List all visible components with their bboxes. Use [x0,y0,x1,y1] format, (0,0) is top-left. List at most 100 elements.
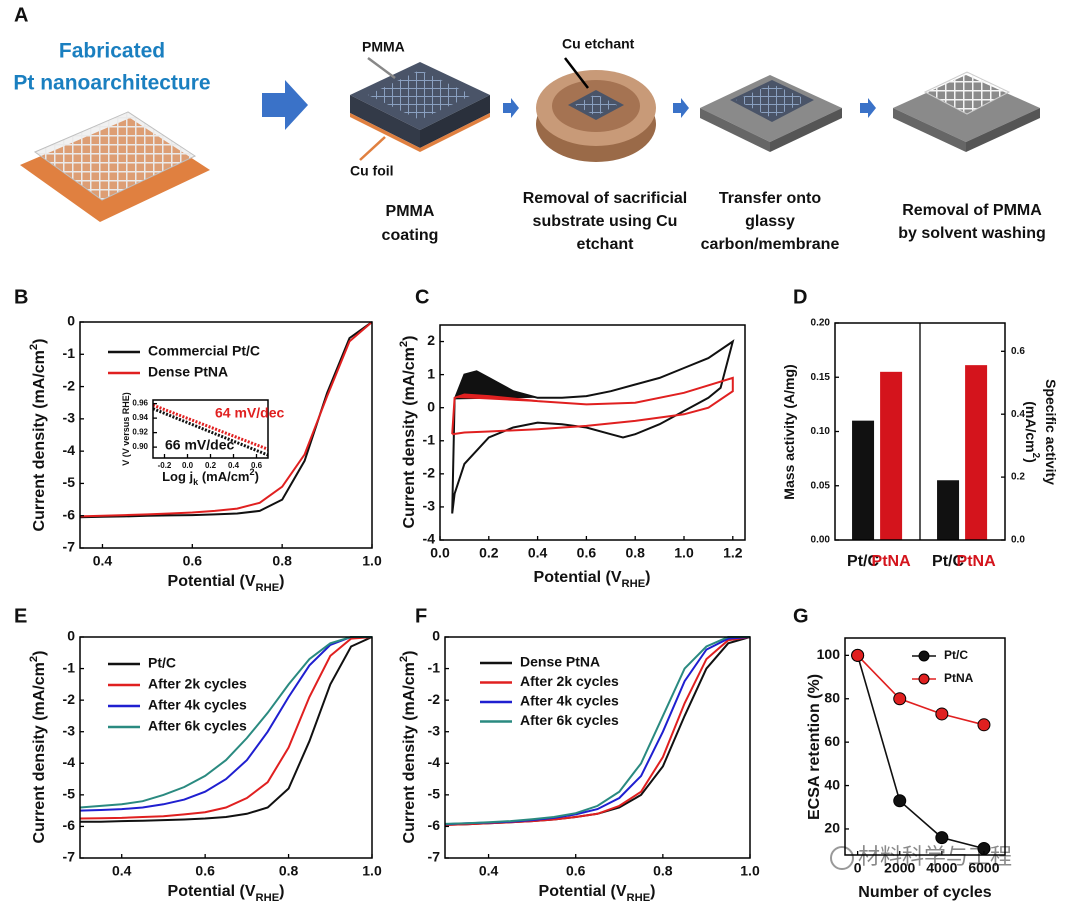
data-line [451,376,734,436]
y-tick-label: -4 [63,754,76,770]
data-line [152,403,269,451]
panel-label: G [793,605,809,627]
x-tick-label: -0.2 [158,461,172,470]
data-line [79,636,372,809]
x-axis-label: Number of cycles [858,884,991,901]
y-tick-label: 1 [427,365,435,381]
x-axis-label-part: Potential (V [534,569,622,586]
y-tick-label: -4 [423,531,436,547]
y-tick-label: -6 [63,817,76,833]
legend-label: Commercial Pt/C [148,343,260,359]
y-axis-label-part: ) [31,651,48,656]
x-axis-label-part: Number of cycles [858,884,991,901]
plot-frame [439,324,746,541]
y-tick-label: -2 [63,377,76,393]
small-arrow [673,98,689,118]
glassy-carbon-side [893,108,966,152]
step-text: by solvent washing [898,225,1046,242]
y-tick-label: 40 [824,776,840,792]
legend-label: After 4k cycles [148,697,247,713]
y-tick-label: -5 [63,474,76,490]
y-axis-label: Current density (mA/cm2) [398,336,418,529]
step-text: PMMA [386,203,435,220]
legend-label: Dense PtNA [148,364,228,380]
y-tick-label: 0.05 [811,480,831,491]
y-axis-label-part: 2 [28,656,40,662]
legend-label: After 6k cycles [520,712,619,728]
inset-x-label-part: Log j [162,469,193,484]
legend-label: After 4k cycles [520,693,619,709]
x-axis-label: Potential (VRHE) [534,569,651,590]
legend-label: After 2k cycles [148,676,247,692]
step-text: etchant [577,236,635,253]
y-tick-label: 0 [67,313,75,329]
legend-label: Pt/C [148,655,176,671]
legend-label: Dense PtNA [520,654,600,670]
x-tick-label: 0.6 [566,863,586,879]
panel-label: E [14,605,27,627]
pt-grid [736,84,808,118]
y-tick-label: 0.00 [811,535,831,546]
y-axis-label: Mass activity (A/mg) [781,364,797,499]
glassy-carbon-side [770,108,842,152]
panel-label: D [793,286,807,308]
data-line [79,636,373,820]
legend-label: After 6k cycles [148,718,247,734]
plot-frame [444,636,751,859]
inset-x-label-part: ) [255,469,259,484]
glassy-carbon-side [966,108,1040,152]
y-tick-label: -6 [428,817,441,833]
legend-label: Pt/C [944,648,968,662]
x-tick-label: 1.0 [674,545,694,561]
y-axis-label-part: ) [1023,458,1039,463]
pt-structure [33,111,197,201]
y-axis-label: Current density (mA/cm2) [28,651,48,844]
y-tick-label: -4 [63,442,76,458]
callout: PMMA [362,39,405,55]
y-tick-label: -7 [63,849,76,865]
step-text: Transfer onto [719,190,821,207]
category-label: PtNA [957,553,997,570]
data-point [935,707,949,721]
y-tick-label: 20 [824,820,840,836]
y-tick-label: 0.6 [1011,346,1025,357]
y-tick-label: -2 [428,691,441,707]
data-line [444,636,750,825]
y-axis-label-part: 2 [398,656,410,662]
x-axis-label-part: RHE [627,892,651,904]
y-tick-label: 80 [824,689,840,705]
panel-label: F [415,605,427,627]
x-tick-label: 4000 [926,860,957,876]
x-tick-label: 0.0 [182,461,194,470]
data-line [857,654,985,726]
data-line [856,655,985,850]
x-axis-label-part: ) [650,883,655,900]
y-tick-label: 0.20 [811,318,831,329]
y-axis-label-part: Current density (mA/cm [401,662,418,843]
y-axis-label-part: 2 [398,341,410,347]
x-tick-label: 1.2 [723,545,743,561]
callout-arrow [564,57,589,89]
y-tick-label: -7 [63,539,76,555]
y-axis-label-part: (mA/cm [1023,401,1039,452]
y-tick-label: 0.10 [811,426,831,437]
y-tick-label: -7 [428,849,441,865]
x-tick-label: 0.8 [625,545,645,561]
watermark-icon [830,846,854,870]
pt-structure [923,71,1011,115]
y-tick-label: 0 [67,628,75,644]
annotation: 64 mV/dec [215,405,284,421]
y-tick-label: 0.2 [1011,472,1025,483]
x-axis-label: Potential (VRHE) [539,883,656,904]
bar [965,365,988,540]
y-tick-label: 0 [427,398,435,414]
callout: Cu foil [350,163,394,179]
legend-label: After 2k cycles [520,673,619,689]
x-tick-label: 0.4 [479,863,499,879]
y-tick-label: -6 [63,506,76,522]
x-axis-label-part: Potential (V [168,883,256,900]
title-line: Fabricated [59,40,165,63]
x-axis-label-part: RHE [256,892,280,904]
panel-label: C [415,286,429,308]
